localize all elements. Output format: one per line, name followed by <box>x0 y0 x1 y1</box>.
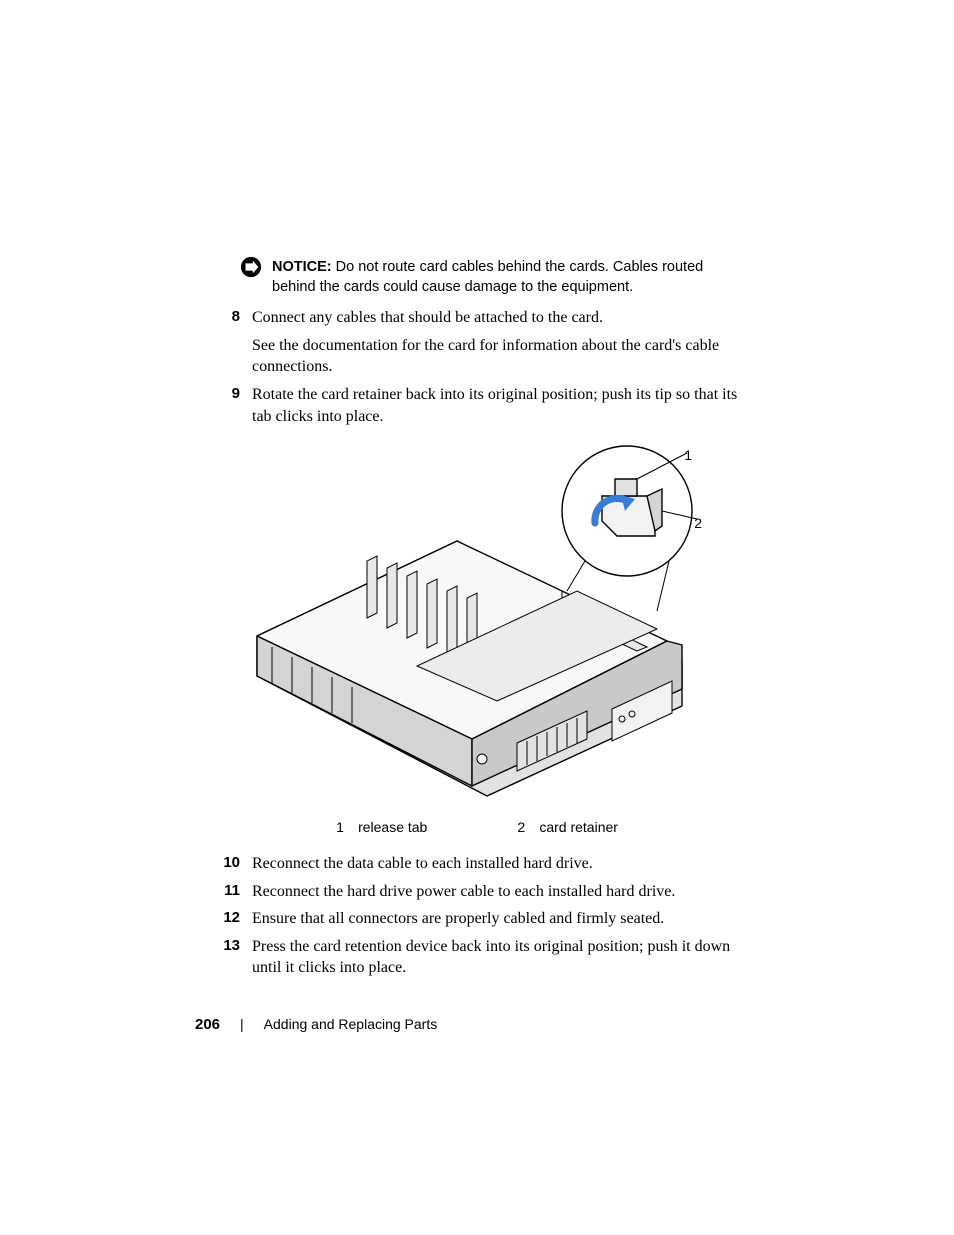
step-number: 12 <box>210 908 240 926</box>
step-number: 9 <box>210 384 240 402</box>
step-body: Connect any cables that should be attach… <box>252 307 744 378</box>
step-text: Reconnect the hard drive power cable to … <box>252 881 744 903</box>
figure-computer-chassis: 1 2 <box>217 441 737 811</box>
step-13: 13 Press the card retention device back … <box>210 936 744 979</box>
step-number: 11 <box>210 881 240 899</box>
step-number: 8 <box>210 307 240 325</box>
figure-callout-2: 2 <box>694 515 702 531</box>
step-10: 10 Reconnect the data cable to each inst… <box>210 853 744 875</box>
legend-label: release tab <box>358 819 427 835</box>
notice-label: NOTICE: <box>272 259 332 275</box>
page-number: 206 <box>195 1016 220 1033</box>
step-body: Rotate the card retainer back into its o… <box>252 384 744 427</box>
figure-legend: 1 release tab 2 card retainer <box>210 819 744 835</box>
section-title: Adding and Replacing Parts <box>264 1016 438 1032</box>
notice-body: Do not route card cables behind the card… <box>272 259 703 295</box>
legend-item-1: 1 release tab <box>336 819 427 835</box>
step-9: 9 Rotate the card retainer back into its… <box>210 384 744 427</box>
step-text: Connect any cables that should be attach… <box>252 307 744 329</box>
notice-text: NOTICE: Do not route card cables behind … <box>272 258 744 297</box>
legend-label: card retainer <box>539 819 618 835</box>
step-number: 13 <box>210 936 240 954</box>
footer-separator: | <box>240 1016 244 1032</box>
legend-num: 2 <box>517 819 527 835</box>
page-footer: 206 | Adding and Replacing Parts <box>195 1016 437 1033</box>
legend-num: 1 <box>336 819 346 835</box>
notice-arrow-icon <box>240 256 262 278</box>
step-text: Rotate the card retainer back into its o… <box>252 384 744 427</box>
step-11: 11 Reconnect the hard drive power cable … <box>210 881 744 903</box>
step-text: Press the card retention device back int… <box>252 936 744 979</box>
document-page: NOTICE: Do not route card cables behind … <box>0 0 954 1235</box>
step-12: 12 Ensure that all connectors are proper… <box>210 908 744 930</box>
step-number: 10 <box>210 853 240 871</box>
figure-callout-1: 1 <box>684 447 692 463</box>
step-8: 8 Connect any cables that should be atta… <box>210 307 744 378</box>
notice-block: NOTICE: Do not route card cables behind … <box>240 258 744 297</box>
step-extra-text: See the documentation for the card for i… <box>252 335 744 378</box>
legend-item-2: 2 card retainer <box>517 819 618 835</box>
step-text: Ensure that all connectors are properly … <box>252 908 744 930</box>
step-text: Reconnect the data cable to each install… <box>252 853 744 875</box>
